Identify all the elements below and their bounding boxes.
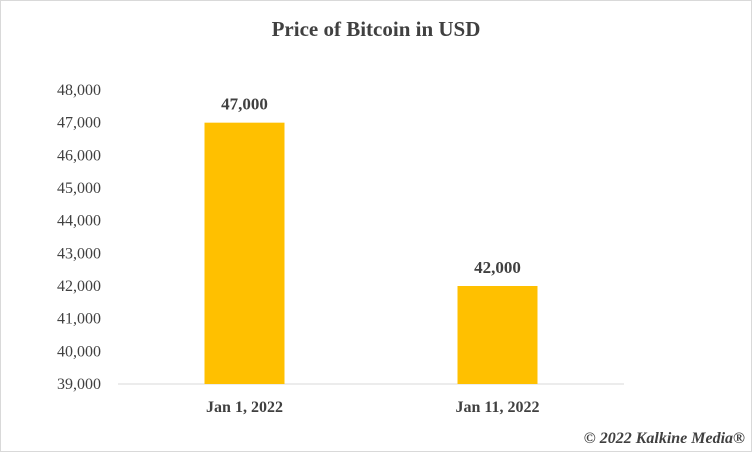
- y-tick-label: 42,000: [57, 278, 101, 295]
- y-tick-label: 43,000: [57, 245, 101, 262]
- y-tick-label: 41,000: [57, 311, 101, 328]
- copyright-notice: © 2022 Kalkine Media®: [584, 430, 745, 447]
- data-labels: 47,000 42,000: [221, 95, 521, 277]
- y-tick-label: 48,000: [57, 82, 101, 99]
- y-tick-label: 44,000: [57, 213, 101, 230]
- x-axis-categories: Jan 1, 2022 Jan 11, 2022: [206, 399, 539, 416]
- bar: [204, 122, 285, 385]
- y-tick-label: 46,000: [57, 147, 101, 164]
- x-category-label: Jan 11, 2022: [455, 399, 539, 416]
- y-tick-label: 40,000: [57, 343, 101, 360]
- bars: [204, 122, 538, 385]
- bar-data-label: 47,000: [221, 95, 268, 114]
- x-category-label: Jan 1, 2022: [206, 399, 283, 416]
- bar: [457, 286, 538, 384]
- y-axis-ticks: 39,000 40,000 41,000 42,000 43,000 44,000 45,0…: [57, 82, 101, 393]
- y-tick-label: 47,000: [57, 115, 101, 132]
- y-tick-label: 45,000: [57, 180, 101, 197]
- bar-data-label: 42,000: [474, 258, 521, 277]
- y-tick-label: 39,000: [57, 376, 101, 393]
- chart-title: Price of Bitcoin in USD: [272, 17, 481, 41]
